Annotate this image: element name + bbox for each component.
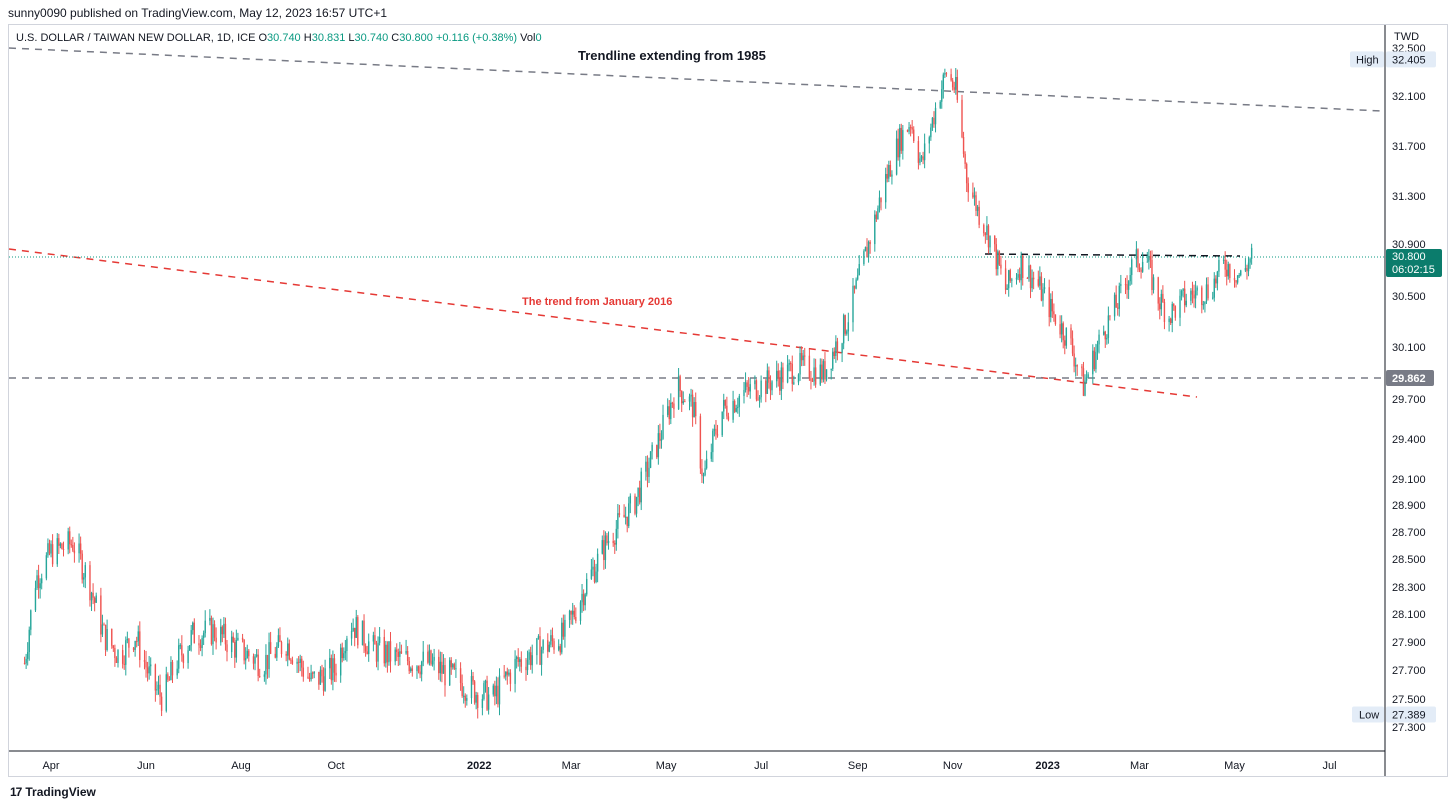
close-label: C: [391, 32, 400, 44]
volume-value: 0: [535, 32, 542, 44]
footer-brand[interactable]: 17 TradingView: [10, 785, 96, 799]
open-value: 30.740: [267, 32, 301, 44]
open-label: O: [258, 32, 268, 44]
high-value: 30.831: [311, 32, 346, 44]
change-value: +0.116 (+0.38%): [435, 32, 518, 44]
high-label: H: [303, 32, 312, 44]
chart-frame: [8, 24, 1448, 777]
low-label: L: [348, 32, 355, 44]
footer-brand-name: TradingView: [25, 785, 96, 799]
tradingview-logo-icon: 17: [10, 785, 22, 799]
publish-info: sunny0090 published on TradingView.com, …: [8, 6, 388, 20]
volume-label: Vol: [520, 32, 536, 44]
low-value: 30.740: [354, 32, 389, 44]
symbol-name: U.S. DOLLAR / TAIWAN NEW DOLLAR, 1D, ICE: [16, 32, 256, 44]
close-value: 30.800: [399, 32, 433, 44]
symbol-legend: U.S. DOLLAR / TAIWAN NEW DOLLAR, 1D, ICE…: [16, 32, 542, 44]
